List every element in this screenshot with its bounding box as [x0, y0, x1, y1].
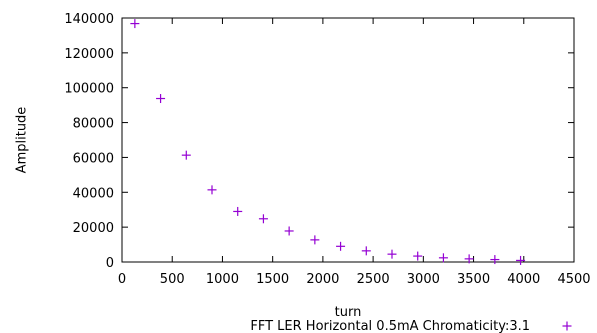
y-tick-label: 100000 — [64, 82, 114, 97]
y-tick-label: 20000 — [73, 221, 114, 236]
data-point — [413, 251, 423, 261]
x-tick-label: 4000 — [507, 272, 540, 287]
x-tick-label: 2500 — [357, 272, 390, 287]
data-point — [464, 254, 474, 264]
data-point — [156, 94, 166, 104]
data-point — [310, 235, 320, 245]
data-point — [207, 185, 217, 195]
data-point — [336, 241, 346, 251]
y-tick-label: 140000 — [64, 12, 114, 27]
data-point — [438, 253, 448, 263]
x-tick-label: 3500 — [457, 272, 490, 287]
legend-marker-plus — [562, 321, 572, 331]
x-tick-label: 0 — [118, 272, 126, 287]
data-point — [516, 255, 526, 265]
y-tick-label: 80000 — [73, 117, 114, 132]
y-tick-label: 40000 — [73, 186, 114, 201]
legend-marker — [562, 321, 572, 331]
y-tick-label: 0 — [106, 256, 114, 271]
y-axis-label: Amplitude — [15, 107, 30, 174]
y-tick-label: 60000 — [73, 151, 114, 166]
x-axis-label: turn — [335, 305, 362, 320]
legend-label: FFT LER Horizontal 0.5mA Chromaticity:3.… — [250, 319, 530, 333]
data-point — [490, 255, 500, 265]
data-point — [361, 246, 371, 256]
data-point — [233, 206, 243, 216]
data-point — [181, 150, 191, 160]
y-tick-label: 120000 — [64, 47, 114, 62]
data-point — [284, 226, 294, 236]
x-tick-label: 2000 — [306, 272, 339, 287]
plot-frame — [121, 17, 575, 263]
x-tick-label: 1500 — [256, 272, 289, 287]
x-tick-label: 4500 — [557, 272, 590, 287]
x-tick-label: 1000 — [206, 272, 239, 287]
data-point — [130, 19, 140, 29]
x-tick-label: 3000 — [407, 272, 440, 287]
data-point — [387, 249, 397, 259]
x-tick-label: 500 — [160, 272, 185, 287]
data-point — [258, 214, 268, 224]
